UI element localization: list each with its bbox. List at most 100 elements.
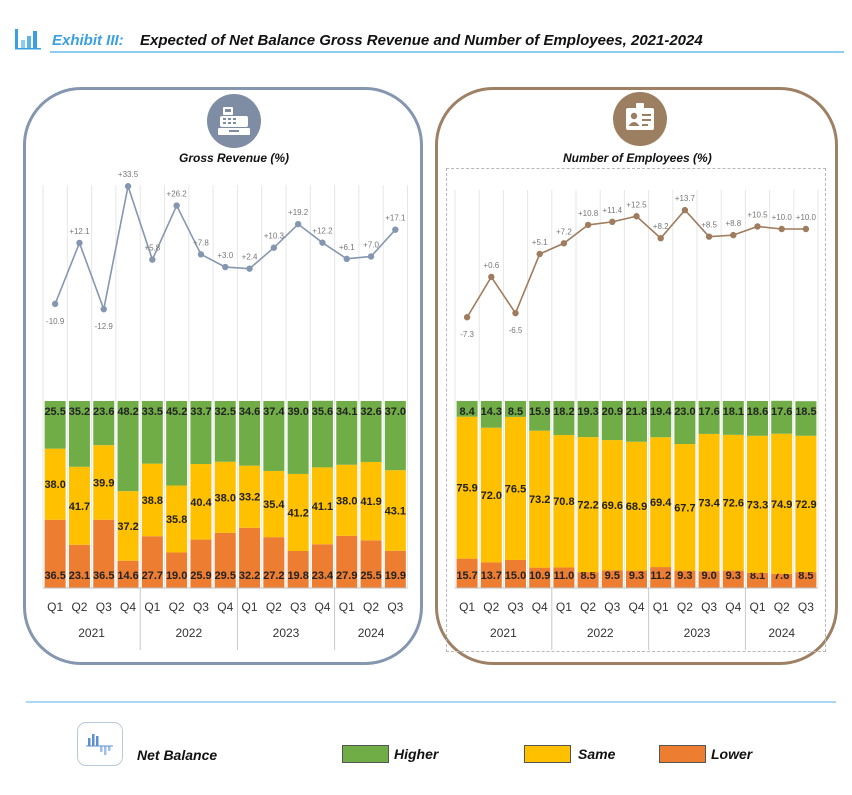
revenue-net-balance-label: -10.9 (46, 317, 65, 326)
employees-bar-same (771, 433, 793, 574)
employees-bar-higher (795, 401, 817, 436)
exhibit-header: Exhibit III: Expected of Net Balance Gro… (14, 24, 844, 53)
employees-bar-same (577, 437, 599, 573)
revenue-bar-same (166, 485, 188, 553)
revenue-bar-same (336, 464, 358, 536)
revenue-data-label: 35.2 (69, 406, 90, 418)
revenue-bar-lower (44, 519, 66, 588)
employees-net-balance-label: +7.2 (556, 227, 572, 236)
revenue-net-balance-label: +26.2 (167, 190, 188, 199)
employees-net-balance-label: +8.2 (653, 222, 669, 231)
revenue-data-label: 25.5 (44, 406, 65, 418)
employees-data-label: 17.6 (698, 406, 719, 418)
employees-net-balance-point (536, 250, 543, 258)
revenue-bar-lower (141, 536, 163, 588)
employees-net-balance-label: +0.6 (483, 261, 499, 270)
revenue-data-label: 32.5 (215, 406, 236, 418)
revenue-data-label: 34.1 (336, 406, 357, 418)
employees-net-balance-point (488, 273, 495, 281)
employees-tick-label: Q3 (701, 600, 717, 614)
revenue-data-label: 41.7 (69, 501, 90, 513)
employees-data-label: 11.0 (553, 570, 574, 582)
employees-data-label: 74.9 (771, 499, 792, 511)
revenue-bar-lower (287, 550, 309, 588)
employees-bar-higher (456, 401, 478, 417)
employees-bar-same (456, 416, 478, 559)
employees-net-balance-label: +10.5 (747, 210, 768, 219)
revenue-net-balance-label: +17.1 (385, 214, 406, 223)
revenue-bar-same (311, 467, 333, 545)
employees-tick-label: Q2 (483, 600, 499, 614)
revenue-data-label: 23.1 (69, 570, 90, 582)
revenue-bar-lower (360, 540, 382, 588)
employees-tick-label: Q2 (774, 600, 790, 614)
revenue-bar-higher (239, 401, 261, 466)
employees-tick-label: Q4 (532, 600, 548, 614)
revenue-bar-higher (360, 401, 382, 462)
employees-data-label: 8.5 (798, 570, 813, 582)
revenue-tick-label: Q2 (363, 600, 379, 614)
employees-data-label: 72.0 (481, 490, 502, 502)
revenue-net-balance-point (222, 263, 229, 271)
employees-net-balance-point (560, 240, 568, 247)
revenue-bar-higher (93, 401, 115, 446)
revenue-bar-lower (336, 535, 358, 588)
employees-data-label: 8.5 (508, 406, 523, 418)
employees-bar-lower (529, 567, 551, 588)
employees-bar-same (553, 435, 575, 568)
employees-tick-label: Q3 (798, 600, 814, 614)
employees-data-label: 9.3 (629, 570, 644, 582)
revenue-bar-higher (190, 401, 212, 465)
employees-tick-label: Q2 (580, 600, 596, 614)
employees-bar-lower (650, 567, 672, 588)
employees-bar-higher (553, 401, 575, 436)
employees-data-label: 18.5 (795, 406, 816, 418)
employees-data-label: 8.4 (459, 406, 475, 418)
revenue-bar-lower (93, 519, 115, 588)
employees-data-label: 76.5 (505, 483, 526, 495)
revenue-data-label: 38.0 (215, 492, 236, 504)
employees-bar-same (747, 435, 768, 573)
employees-tick-label: Q1 (749, 600, 765, 614)
revenue-tick-label: Q2 (169, 600, 185, 614)
employees-bar-same (505, 416, 526, 560)
net-balance-legend-icon-box (77, 722, 123, 766)
legend-same-swatch (524, 745, 571, 763)
revenue-data-label: 33.5 (142, 406, 163, 418)
employees-bar-higher (722, 401, 744, 435)
revenue-data-label: 23.6 (93, 406, 114, 418)
employees-net-balance-point (730, 231, 737, 239)
employees-net-balance-point (584, 221, 592, 229)
employees-tick-label: Q4 (725, 600, 741, 614)
employees-bar-lower (698, 571, 720, 588)
revenue-data-label: 43.1 (385, 505, 406, 517)
revenue-bar-same (190, 464, 212, 540)
revenue-net-balance-point (294, 220, 302, 228)
revenue-tick-label: Q2 (71, 600, 87, 614)
employees-bar-same (674, 444, 696, 571)
revenue-bar-higher (263, 401, 285, 471)
revenue-data-label: 38.0 (44, 479, 65, 491)
revenue-net-balance-label: +2.4 (242, 253, 258, 262)
employees-bar-higher (674, 401, 696, 445)
revenue-data-label: 37.4 (263, 406, 285, 418)
revenue-bar-same (44, 448, 66, 520)
employees-net-balance-point (681, 206, 689, 214)
employees-bar-same (795, 435, 817, 573)
revenue-net-balance-point (270, 244, 278, 251)
revenue-tick-label: Q1 (144, 600, 160, 614)
legend-lower-swatch (659, 745, 706, 763)
employees-net-balance-point (512, 309, 519, 317)
revenue-net-balance-label: +12.1 (69, 227, 90, 236)
revenue-net-balance-label: +19.2 (288, 208, 309, 217)
revenue-net-balance-label: +10.3 (264, 232, 285, 241)
employees-tick-label: Q1 (653, 600, 669, 614)
employees-data-label: 18.2 (553, 406, 574, 418)
revenue-net-balance-label: +3.0 (217, 251, 233, 260)
employees-data-label: 10.9 (529, 570, 550, 582)
employees-data-label: 15.7 (456, 570, 477, 582)
employees-bar-lower (674, 570, 696, 588)
revenue-tick-label: Q4 (314, 600, 330, 614)
employees-net-balance-point (633, 213, 640, 220)
employees-bar-lower (747, 572, 768, 588)
